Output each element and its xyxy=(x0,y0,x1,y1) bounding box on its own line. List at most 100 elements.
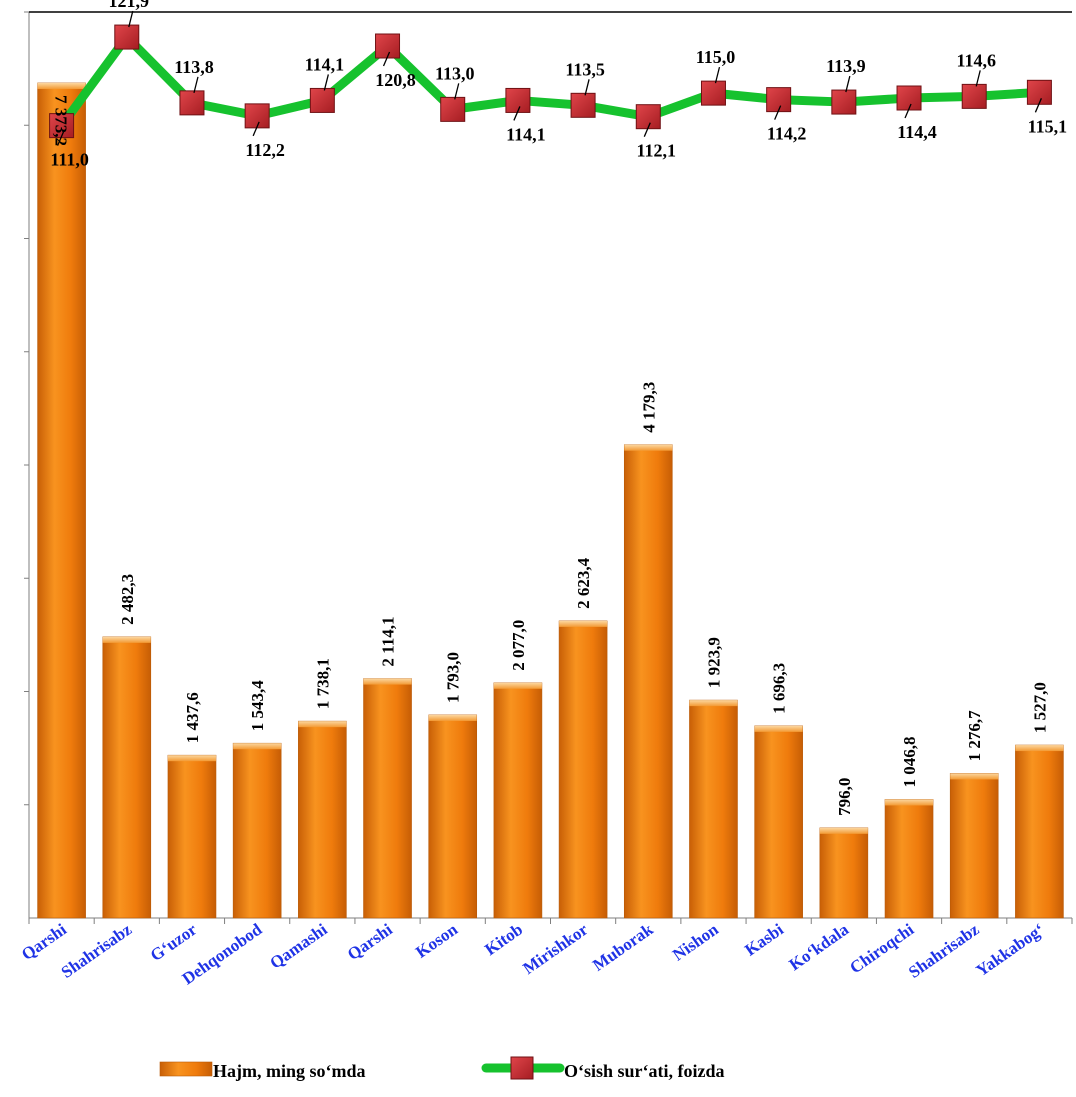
line-leader xyxy=(323,74,329,91)
bar-body xyxy=(558,620,608,919)
line-value-label: 111,0 xyxy=(50,150,89,170)
bar xyxy=(102,636,152,919)
category-label: Mirishkor xyxy=(519,919,591,978)
bar-body xyxy=(298,720,347,919)
line-marker xyxy=(375,33,401,59)
line-marker xyxy=(961,83,987,109)
bar-cap xyxy=(950,773,999,780)
bar-body xyxy=(37,82,86,919)
bar-body xyxy=(689,699,738,919)
line-leader xyxy=(56,131,65,146)
line-marker xyxy=(114,24,140,50)
bar-cap xyxy=(1015,745,1064,752)
bar-body xyxy=(884,799,934,919)
line-value-label: 113,5 xyxy=(565,59,605,79)
line-value-label: 114,6 xyxy=(956,50,996,70)
category-label: Shahrisabz xyxy=(58,919,136,981)
line-marker xyxy=(766,87,792,113)
bar-cap xyxy=(559,620,608,627)
category-label: Koson xyxy=(412,919,461,961)
line-marker xyxy=(440,96,466,122)
line-marker xyxy=(896,85,922,111)
bar-body xyxy=(1015,744,1064,919)
line-value-label: 113,0 xyxy=(435,63,475,83)
line-marker xyxy=(244,103,270,129)
bar-body xyxy=(428,714,478,919)
bar-value-label: 1 738,1 xyxy=(313,658,332,709)
legend-bar-swatch xyxy=(159,1061,213,1077)
category-label: Kitob xyxy=(481,920,526,959)
bar-body xyxy=(949,773,999,919)
bar-body xyxy=(102,636,152,919)
bar-value-label: 1 696,3 xyxy=(770,663,789,714)
line-value-label: 115,0 xyxy=(696,47,736,67)
bar-cap xyxy=(885,799,934,806)
category-label: Qarshi xyxy=(18,920,70,964)
bar-value-label: 1 527,0 xyxy=(1030,682,1049,733)
bar-cap xyxy=(298,721,347,728)
line-marker xyxy=(505,87,531,113)
bar xyxy=(167,754,217,919)
bar xyxy=(363,678,412,919)
bar-cap xyxy=(233,743,282,750)
legend-bar-label: Hajm, ming so‘mda xyxy=(213,1061,366,1081)
bar-value-label: 2 623,4 xyxy=(574,557,593,609)
line-leader xyxy=(513,106,521,121)
category-label: G‘uzor xyxy=(147,919,201,965)
line-marker xyxy=(179,90,205,116)
legend-item-bar: Hajm, ming so‘mda xyxy=(159,1061,366,1081)
category-label: Nishon xyxy=(669,919,722,964)
line-leader xyxy=(643,122,651,137)
bar-cap xyxy=(624,444,673,451)
category-label: Qarshi xyxy=(344,920,396,964)
bar-value-label: 1 276,7 xyxy=(965,710,984,762)
bar xyxy=(623,444,673,919)
line-marker xyxy=(700,80,726,106)
line-leader xyxy=(774,105,782,120)
bar-value-label: 7 373,2 xyxy=(52,95,71,146)
bar-value-label: 796,0 xyxy=(835,778,854,816)
line-leader xyxy=(714,66,721,84)
line-marker xyxy=(49,113,75,139)
line-value-label: 114,2 xyxy=(767,124,807,144)
line-leader xyxy=(252,121,260,137)
bar xyxy=(493,682,543,919)
line-value-label: 112,1 xyxy=(637,141,677,161)
line-marker xyxy=(570,92,596,118)
bar-value-label: 2 077,0 xyxy=(509,620,528,671)
bar-body xyxy=(167,754,217,919)
bar-cap xyxy=(689,700,738,707)
bar-body xyxy=(623,444,673,919)
line-marker xyxy=(1026,79,1052,105)
line-marker xyxy=(635,104,661,130)
bar xyxy=(428,714,478,919)
line-value-label: 114,1 xyxy=(506,124,546,144)
line-value-label: 113,9 xyxy=(826,56,866,76)
line-value-label: 115,1 xyxy=(1028,116,1068,136)
line-leader xyxy=(584,79,590,96)
line-leader xyxy=(845,75,851,93)
bar-body xyxy=(232,742,282,919)
category-label: Ko‘kdala xyxy=(786,919,853,974)
line-value-label: 114,1 xyxy=(305,54,345,74)
category-label: Kasbi xyxy=(741,920,787,960)
bar-cap xyxy=(819,827,868,834)
line-leader xyxy=(1034,98,1043,113)
bar xyxy=(558,620,608,919)
category-label: Shahrisabz xyxy=(905,919,983,981)
bar xyxy=(298,720,347,919)
bar-cap xyxy=(493,682,542,689)
bar-value-label: 1 437,6 xyxy=(183,692,202,743)
line-value-label: 114,4 xyxy=(897,122,937,142)
bar-cap xyxy=(363,678,412,685)
line-leader xyxy=(904,103,912,119)
bar-body xyxy=(819,827,869,919)
line-value-label: 113,8 xyxy=(174,57,214,77)
bar-value-label: 4 179,3 xyxy=(639,382,658,433)
bar xyxy=(884,799,934,919)
line-value-label: 112,2 xyxy=(245,140,285,160)
bar-cap xyxy=(167,755,216,762)
bar-value-label: 1 793,0 xyxy=(444,652,463,703)
bar-value-label: 2 482,3 xyxy=(118,574,137,625)
